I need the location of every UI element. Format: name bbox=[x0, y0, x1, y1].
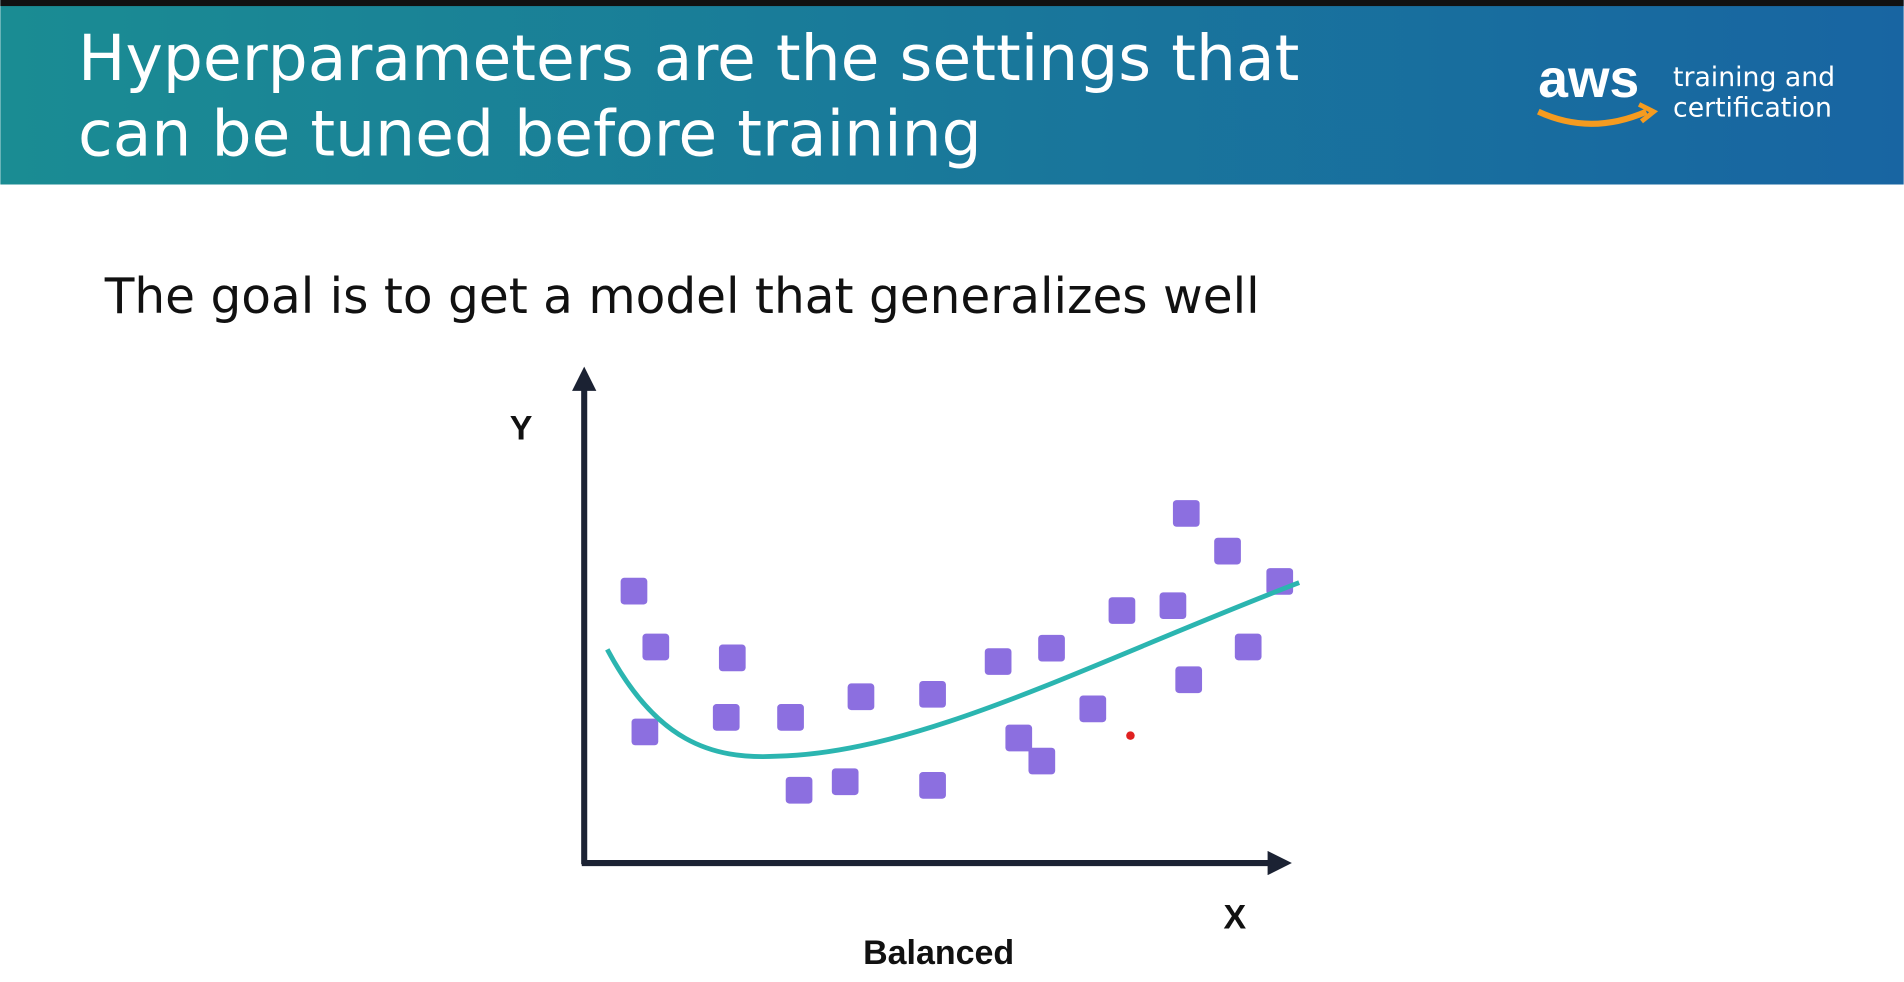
data-point bbox=[718, 644, 746, 672]
data-point bbox=[785, 776, 813, 804]
data-point bbox=[712, 704, 740, 731]
data-point bbox=[1214, 537, 1241, 565]
data-point bbox=[1005, 724, 1033, 752]
data-point bbox=[777, 704, 804, 731]
data-point bbox=[847, 683, 875, 711]
title-line: can be tuned before training bbox=[78, 96, 982, 170]
data-point bbox=[1159, 592, 1187, 620]
data-point bbox=[1038, 634, 1065, 662]
data-point bbox=[919, 680, 946, 708]
diagram: Y X Balanced bbox=[510, 366, 1301, 972]
logo-tagline: training and bbox=[1673, 62, 1835, 93]
logo-brand: aws bbox=[1538, 50, 1639, 109]
data-point bbox=[1028, 747, 1056, 775]
data-point bbox=[1172, 500, 1200, 527]
data-point bbox=[919, 772, 946, 799]
data-point bbox=[1175, 666, 1203, 694]
diagram-caption: Balanced bbox=[863, 934, 1014, 972]
title-line: Hyperparameters are the settings that bbox=[78, 21, 1299, 95]
header-band bbox=[0, 0, 1904, 185]
logo-smile bbox=[1537, 108, 1648, 127]
top-strip bbox=[0, 0, 1904, 7]
y-axis-label: Y bbox=[510, 409, 533, 447]
data-point bbox=[1079, 695, 1107, 723]
logo-arrow bbox=[1637, 102, 1659, 124]
subtitle: The goal is to get a model that generali… bbox=[104, 269, 1260, 325]
points bbox=[620, 500, 1294, 804]
data-point bbox=[642, 633, 670, 661]
data-point bbox=[831, 768, 859, 796]
data-point bbox=[631, 718, 659, 746]
data-point bbox=[620, 577, 648, 605]
fit-curve bbox=[605, 580, 1301, 760]
cursor-dot bbox=[1126, 731, 1135, 740]
data-point bbox=[1108, 597, 1136, 624]
data-point bbox=[984, 648, 1012, 675]
data-point bbox=[1234, 633, 1262, 661]
x-axis-label: X bbox=[1223, 899, 1246, 937]
logo-tagline: certification bbox=[1673, 93, 1832, 124]
